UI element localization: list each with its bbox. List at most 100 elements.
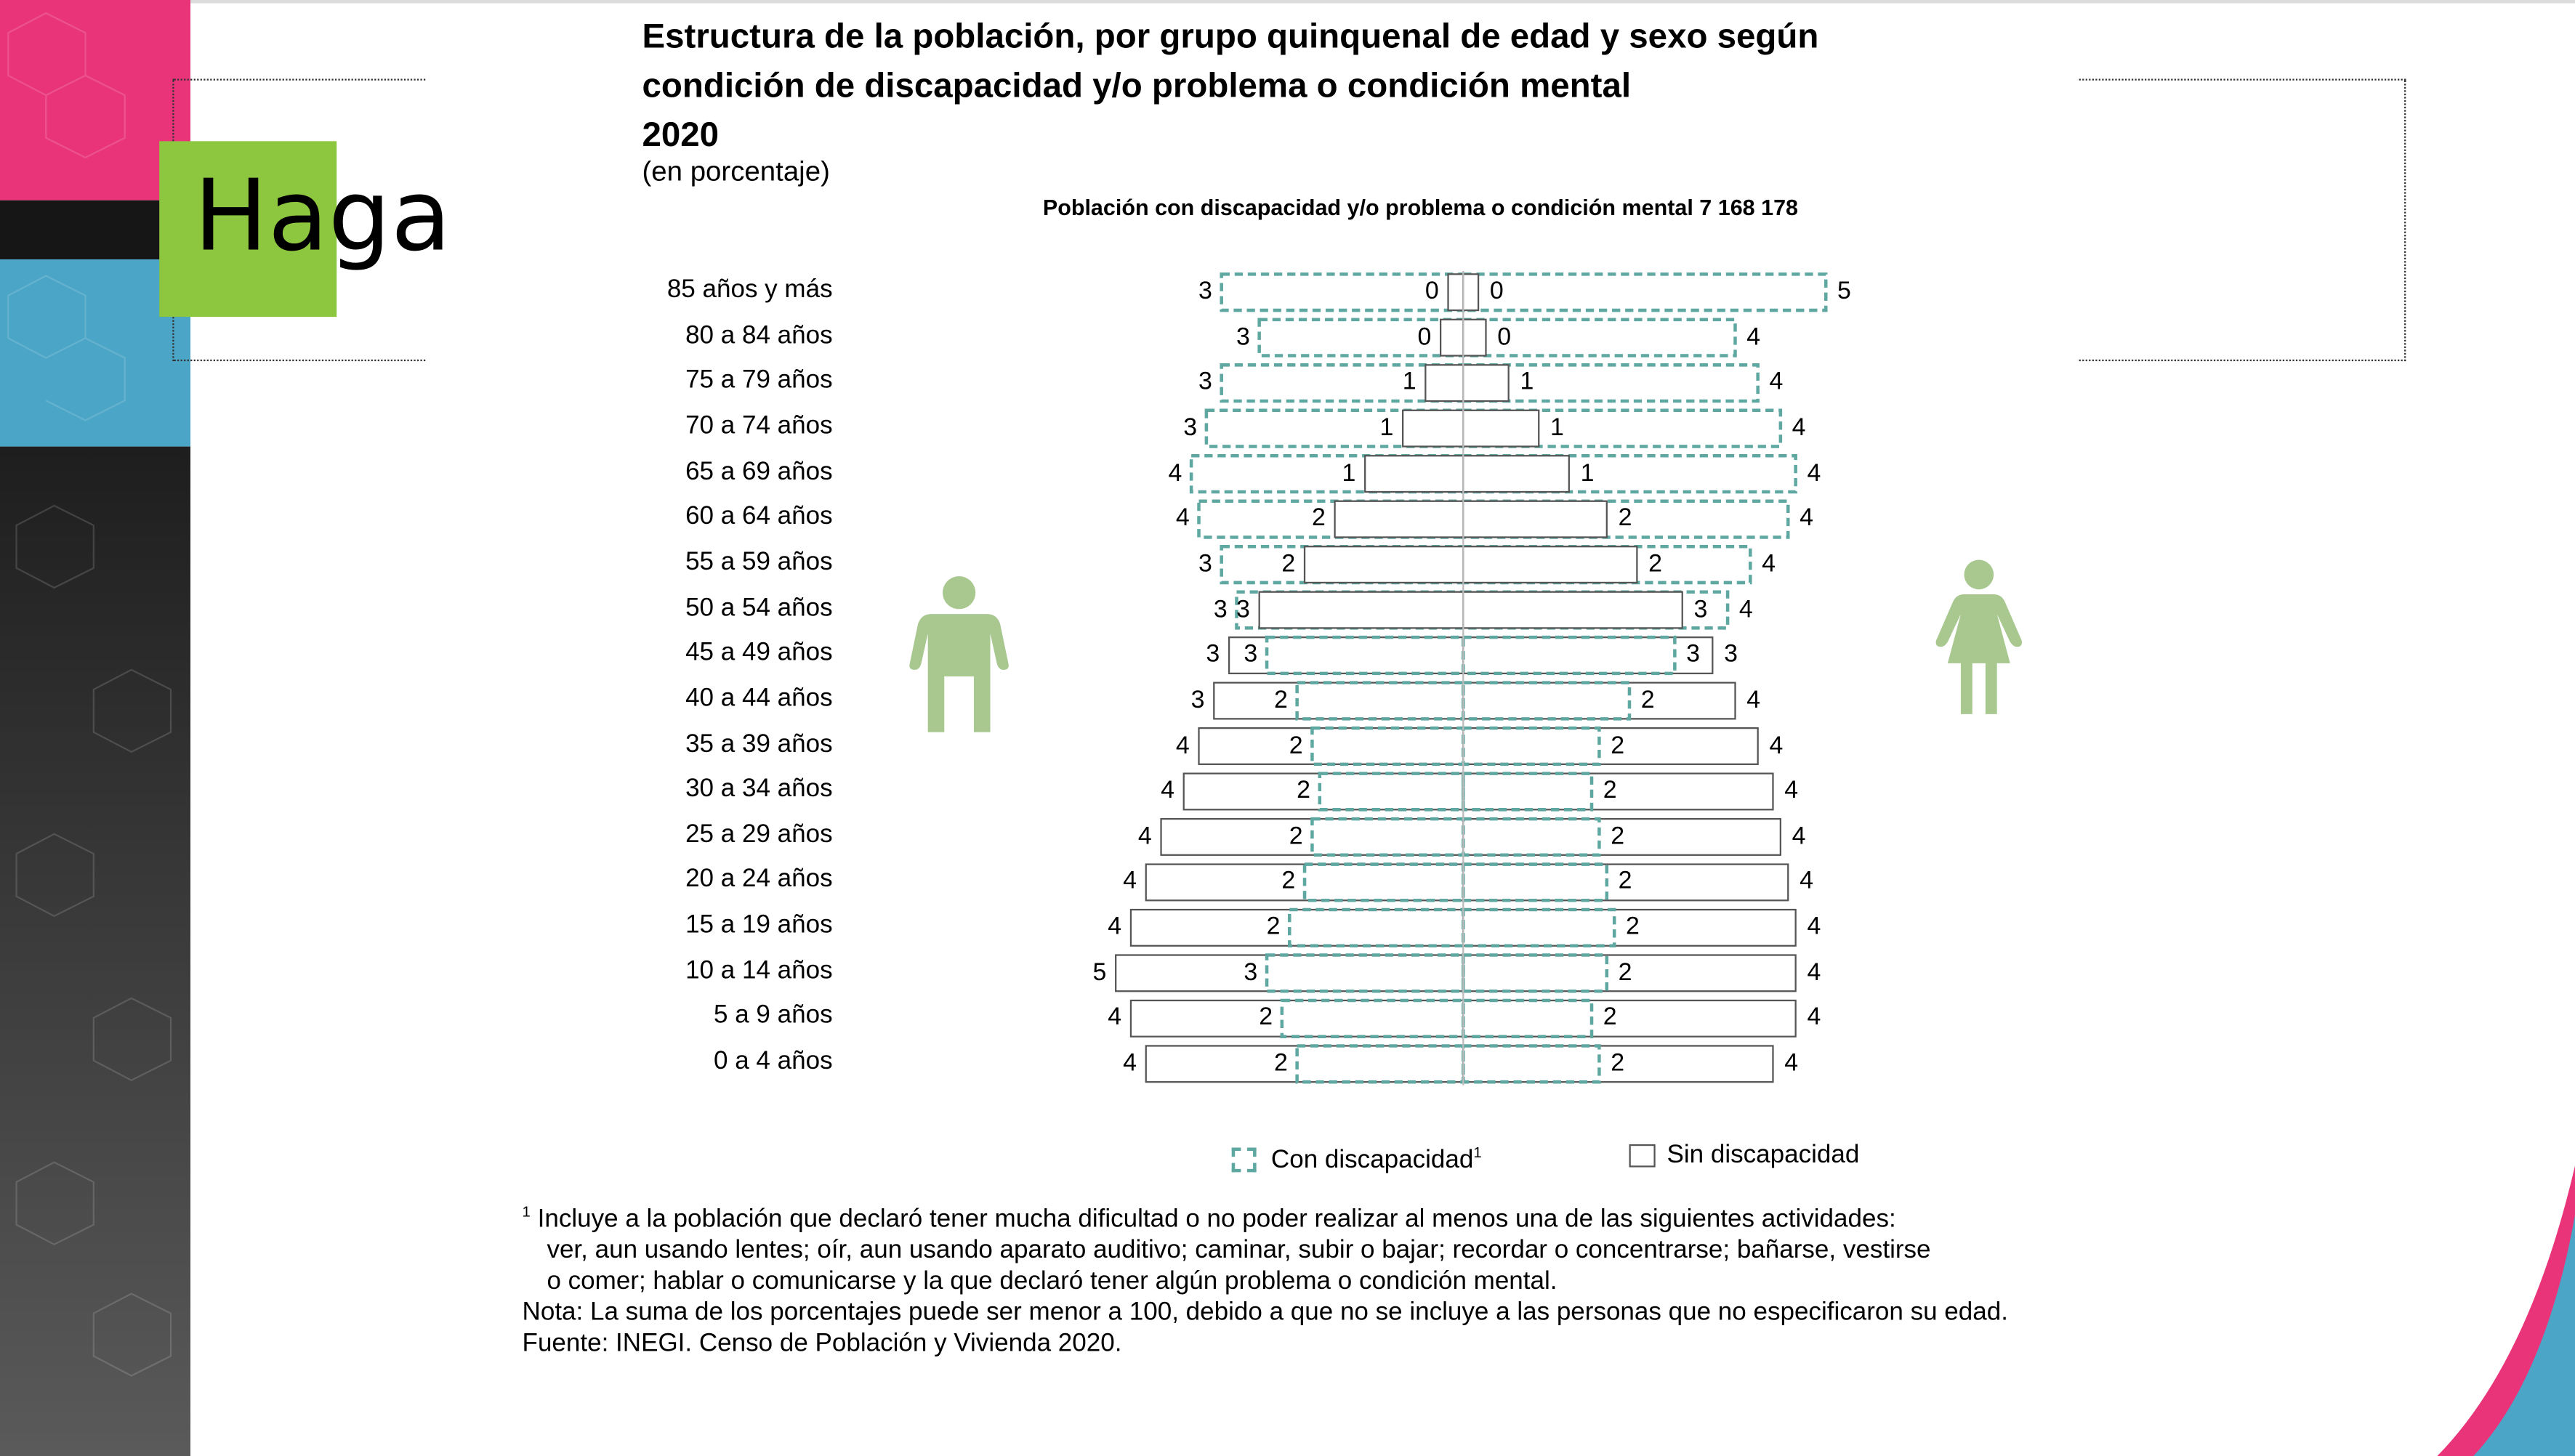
- bar-value-label: 1: [1580, 458, 1595, 488]
- bar-value-label: 3: [1206, 640, 1220, 669]
- bar-value-label: 3: [1693, 595, 1708, 623]
- bar-sin-discapacidad-mujeres: [1462, 409, 1540, 448]
- bar-con-discapacidad-mujeres: [1462, 363, 1760, 403]
- legend-swatch-dashed: [1231, 1147, 1257, 1173]
- bar-value-label: 1: [1520, 368, 1534, 397]
- age-group-label: 15 a 19 años: [685, 911, 833, 939]
- age-group-label: 40 a 44 años: [685, 684, 833, 713]
- bar-value-label: 5: [1092, 958, 1107, 987]
- bar-sin-discapacidad-hombres: [1129, 999, 1464, 1038]
- corner-decoration: [2437, 1165, 2575, 1456]
- bar-value-label: 2: [1611, 731, 1625, 760]
- slide-heading[interactable]: Haga: [193, 159, 451, 275]
- bar-sin-discapacidad-mujeres: [1462, 817, 1781, 856]
- bar-value-label: 3: [1236, 323, 1250, 351]
- bar-value-label: 4: [1769, 368, 1784, 397]
- fuente: Fuente: INEGI. Censo de Población y Vivi…: [522, 1330, 1122, 1359]
- bar-value-label: 2: [1281, 867, 1296, 896]
- bar-sin-discapacidad-hombres: [1129, 908, 1464, 947]
- bar-sin-discapacidad-mujeres: [1462, 954, 1797, 992]
- bar-value-label: 1: [1402, 368, 1417, 397]
- bar-sin-discapacidad-hombres: [1364, 455, 1464, 493]
- bar-value-label: 0: [1424, 277, 1439, 306]
- pyramid-chart: [1115, 270, 1828, 1085]
- bar-sin-discapacidad-hombres: [1303, 546, 1464, 584]
- sidebar-dark-band: [0, 446, 191, 1456]
- bar-value-label: 0: [1497, 323, 1512, 351]
- bar-value-label: 4: [1175, 731, 1190, 760]
- bar-value-label: 5: [1837, 277, 1851, 306]
- bar-con-discapacidad-hombres: [1310, 817, 1465, 857]
- bar-value-label: 4: [1738, 595, 1753, 623]
- bar-value-label: 3: [1244, 640, 1258, 669]
- green-accent-box: [159, 141, 337, 318]
- age-group-label: 30 a 34 años: [685, 774, 833, 804]
- bar-value-label: 4: [1807, 958, 1821, 987]
- footnote-1-line-2: ver, aun usando lentes; oír, aun usando …: [547, 1236, 1931, 1265]
- bar-value-label: 3: [1183, 413, 1198, 442]
- bar-value-label: 4: [1137, 822, 1152, 851]
- female-figure-icon: [1935, 559, 2023, 714]
- bar-value-label: 3: [1198, 368, 1212, 397]
- bar-sin-discapacidad-hombres: [1439, 318, 1464, 357]
- legend-con-sup: 1: [1473, 1144, 1482, 1161]
- sidebar-black-band: [0, 200, 191, 260]
- bar-value-label: 4: [1108, 1003, 1122, 1032]
- bar-value-label: 2: [1626, 913, 1640, 941]
- bar-value-label: 4: [1807, 1003, 1821, 1032]
- bar-value-label: 4: [1807, 458, 1821, 488]
- bar-sin-discapacidad-mujeres: [1462, 999, 1797, 1038]
- bar-value-label: 4: [1175, 504, 1190, 533]
- bar-value-label: 4: [1161, 777, 1174, 805]
- bar-sin-discapacidad-hombres: [1145, 1045, 1464, 1083]
- decorative-sidebar: [0, 0, 191, 1456]
- bar-value-label: 2: [1648, 549, 1663, 578]
- age-group-label: 60 a 64 años: [685, 503, 833, 531]
- bar-con-discapacidad-mujeres: [1462, 953, 1609, 993]
- bar-value-label: 4: [1784, 1048, 1799, 1077]
- sidebar-blue-band: [0, 259, 191, 447]
- age-group-label: 0 a 4 años: [714, 1047, 833, 1076]
- bar-sin-discapacidad-mujeres: [1462, 591, 1683, 629]
- bar-sin-discapacidad-hombres: [1182, 772, 1464, 811]
- bar-value-label: 2: [1289, 731, 1303, 760]
- bar-sin-discapacidad-mujeres: [1462, 908, 1797, 947]
- bar-con-discapacidad-hombres: [1220, 272, 1465, 312]
- bar-value-label: 4: [1746, 686, 1761, 714]
- bar-sin-discapacidad-hombres: [1447, 273, 1464, 312]
- bar-con-discapacidad-mujeres: [1462, 862, 1609, 902]
- bar-value-label: 3: [1198, 549, 1212, 578]
- bar-value-label: 2: [1603, 1003, 1617, 1032]
- nota: Nota: La suma de los porcentajes puede s…: [522, 1298, 2008, 1327]
- legend-sin-label: Sin discapacidad: [1667, 1141, 1860, 1169]
- chart-title: Estructura de la población, por grupo qu…: [642, 13, 2087, 161]
- bar-value-label: 2: [1618, 867, 1632, 896]
- bar-sin-discapacidad-mujeres: [1462, 500, 1608, 538]
- bar-value-label: 4: [1792, 413, 1806, 442]
- bar-value-label: 2: [1289, 822, 1303, 851]
- bar-value-label: 4: [1792, 822, 1806, 851]
- age-group-label: 85 años y más: [666, 275, 833, 304]
- footnote-1-line-1: 1 Incluye a la población que declaró ten…: [523, 1197, 2026, 1234]
- bar-sin-discapacidad-hombres: [1228, 636, 1464, 675]
- population-total: Población con discapacidad y/o problema …: [1042, 195, 1799, 220]
- hexagon-pattern: [7, 12, 172, 1377]
- bar-sin-discapacidad-mujeres: [1462, 364, 1510, 403]
- bar-value-label: 1: [1550, 413, 1564, 442]
- bar-sin-discapacidad-hombres: [1213, 682, 1464, 720]
- bar-value-label: 3: [1724, 640, 1738, 669]
- bar-value-label: 4: [1800, 504, 1813, 533]
- bar-value-label: 2: [1273, 1048, 1288, 1077]
- bar-value-label: 1: [1342, 458, 1356, 488]
- bar-con-discapacidad-mujeres: [1462, 772, 1594, 812]
- bar-value-label: 2: [1266, 913, 1281, 941]
- bar-value-label: 1: [1379, 413, 1394, 442]
- title-line-3: 2020: [642, 116, 720, 155]
- bar-value-label: 4: [1807, 913, 1821, 941]
- bar-value-label: 4: [1168, 458, 1182, 488]
- bar-sin-discapacidad-mujeres: [1462, 455, 1570, 493]
- bar-sin-discapacidad-mujeres: [1462, 546, 1638, 584]
- bar-value-label: 0: [1489, 277, 1504, 306]
- age-group-label: 55 a 59 años: [685, 548, 833, 576]
